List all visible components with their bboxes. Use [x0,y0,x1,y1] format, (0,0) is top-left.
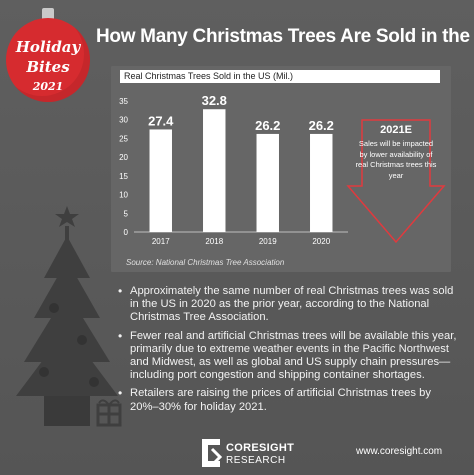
ornament-ball [6,18,90,102]
y-tick-label: 30 [119,116,128,125]
bullet-text: Approximately the same number of real Ch… [130,285,454,324]
coresight-logo-mark [202,439,222,467]
bar [310,133,333,232]
badge-line-2: Bites [26,58,70,76]
bullet-icon: • [118,284,123,298]
bar [256,133,279,232]
christmas-tree-icon [16,206,122,427]
y-tick-label: 5 [124,209,129,218]
data-label: 32.8 [202,93,227,108]
y-tick-label: 0 [124,228,129,237]
coresight-logo: CORESIGHT RESEARCH [200,437,310,471]
bar [203,109,226,232]
chart-title: Real Christmas Trees Sold in the US (Mil… [120,70,440,83]
y-tick-label: 35 [119,97,128,106]
bullet-text: Retailers are raising the prices of arti… [130,387,431,413]
list-item: • Approximately the same number of real C… [116,284,461,325]
callout-text: Sales will be impacted by lower availabi… [355,139,437,180]
x-tick-label: 2018 [205,237,223,246]
bullet-icon: • [118,328,123,343]
forecast-callout: 2021E Sales will be impacted by lower av… [352,118,440,246]
data-label: 26.2 [309,118,334,133]
chart-source: Source: National Christmas Tree Associat… [126,258,285,267]
key-points-list: • Approximately the same number of real C… [116,284,461,419]
x-tick-label: 2017 [152,237,170,246]
website-url[interactable]: www.coresight.com [356,446,443,457]
holiday-bites-ornament-badge: Holiday Bites 2021 [6,8,90,106]
y-tick-label: 15 [119,172,128,181]
badge-line-3: 2021 [32,80,64,93]
down-arrow-shape [346,119,446,244]
data-label: 26.2 [255,118,280,133]
callout-year: 2021E [380,124,412,136]
y-tick-label: 20 [119,153,128,162]
x-tick-label: 2019 [259,237,277,246]
bullet-icon: • [118,386,123,401]
badge-line-1: Holiday [15,38,81,56]
y-tick-label: 10 [119,191,128,200]
logo-line-1: CORESIGHT [226,442,295,454]
list-item: • Fewer real and artificial Christmas tre… [116,328,461,383]
ornament-cap [42,8,54,19]
chart-panel: Real Christmas Trees Sold in the US (Mil… [111,66,451,272]
bullet-text: Fewer real and artificial Christmas tree… [130,329,457,382]
page-title: How Many Christmas Trees Are Sold in the… [96,26,474,47]
list-item: • Retailers are raising the prices of art… [116,387,461,413]
data-label: 27.4 [148,113,174,128]
y-tick-label: 25 [119,134,128,143]
bar [149,129,172,232]
logo-line-2: RESEARCH [226,455,286,466]
x-tick-label: 2020 [312,237,330,246]
